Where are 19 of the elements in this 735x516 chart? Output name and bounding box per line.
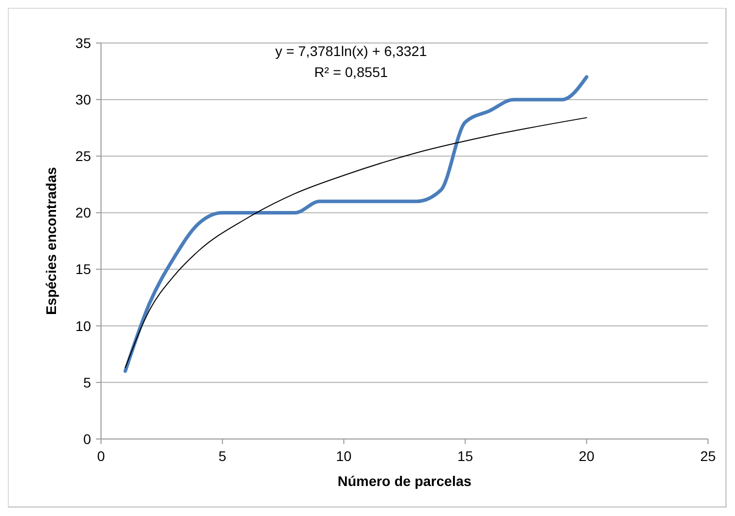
x-tick-label: 15: [457, 448, 474, 464]
line-series: [124, 117, 588, 368]
y-tick-label: 5: [83, 374, 92, 390]
x-tick-label: 20: [578, 448, 595, 464]
annotation: R² = 0,8551: [314, 64, 388, 80]
annotation: y = 7,3781ln(x) + 6,3321: [275, 43, 428, 59]
y-tick-label: 25: [75, 148, 92, 164]
x-tick-label: 0: [97, 448, 106, 464]
x-axis-title: Número de parcelas: [338, 473, 472, 489]
y-tick-label: 30: [75, 91, 92, 108]
y-tick-label: 10: [75, 318, 92, 334]
y-tick-label: 20: [75, 204, 92, 221]
x-tick-label: 25: [700, 448, 716, 464]
y-tick-label: 15: [75, 261, 92, 278]
y-tick-label: 0: [83, 430, 92, 447]
x-tick-label: 10: [336, 448, 352, 464]
x-tick-label: 5: [218, 448, 226, 464]
y-tick-label: 35: [75, 34, 92, 51]
y-axis-title: Espécies encontradas: [43, 166, 59, 315]
